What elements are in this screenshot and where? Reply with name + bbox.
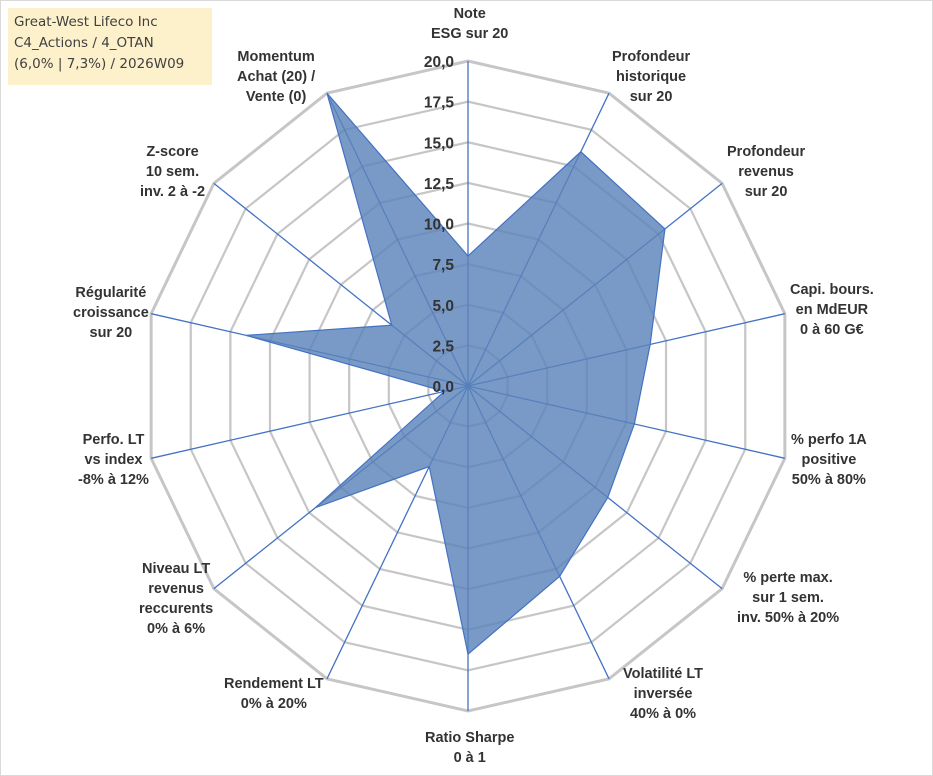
axis-label-9-line-1: revenus bbox=[148, 581, 204, 597]
axis-label-9-line-2: reccurents bbox=[139, 601, 214, 617]
axis-label-12-line-0: Z-score bbox=[146, 144, 199, 160]
axis-label-2-line-1: revenus bbox=[738, 164, 794, 180]
axis-label-13-line-2: Vente (0) bbox=[245, 89, 307, 105]
info-category: C4_Actions / 4_OTAN bbox=[14, 35, 154, 51]
axis-label-3-line-2: 0 à 60 G€ bbox=[800, 322, 864, 338]
axis-label-12-line-1: 10 sem. bbox=[145, 164, 200, 180]
axis-label-5-line-0: % perte max. bbox=[743, 570, 833, 586]
axis-label-6-line-2: 40% à 0% bbox=[629, 706, 697, 722]
axis-label-1: Profondeur historique sur 20 bbox=[612, 47, 690, 107]
axis-label-8-line-0: Rendement LT bbox=[224, 676, 324, 692]
axis-label-8-line-1: 0% à 20% bbox=[240, 696, 307, 712]
axis-label-9: Niveau LT revenus reccurents 0% à 6% bbox=[139, 559, 213, 639]
axis-label-3-line-1: en MdEUR bbox=[795, 302, 869, 318]
axis-label-12: Z-score 10 sem. inv. 2 à -2 bbox=[140, 142, 205, 202]
axis-label-0-line-0: Note bbox=[453, 6, 486, 22]
axis-label-10: Perfo. LT vs index -8% à 12% bbox=[78, 430, 149, 490]
axis-label-7: Ratio Sharpe 0 à 1 bbox=[425, 728, 514, 768]
tick-label-7: 17,5 bbox=[424, 95, 455, 112]
axis-label-6-line-0: Volatilité LT bbox=[623, 666, 704, 682]
axis-label-1-line-2: sur 20 bbox=[629, 89, 673, 105]
axis-label-2: Profondeur revenus sur 20 bbox=[727, 142, 805, 202]
axis-label-9-line-0: Niveau LT bbox=[141, 561, 211, 577]
axis-label-3-line-0: Capi. bours. bbox=[790, 282, 874, 298]
axis-label-9-line-3: 0% à 6% bbox=[147, 621, 206, 637]
tick-label-5: 12,5 bbox=[424, 176, 455, 193]
tick-label-1: 2,5 bbox=[432, 338, 454, 355]
axis-label-7-line-0: Ratio Sharpe bbox=[425, 730, 515, 746]
axis-label-4-line-0: % perfo 1A bbox=[791, 432, 867, 448]
axis-label-11-line-1: croissance bbox=[73, 305, 149, 321]
axis-label-1-line-0: Profondeur bbox=[612, 49, 691, 65]
axis-label-5-line-1: sur 1 sem. bbox=[752, 590, 824, 606]
tick-label-3: 7,5 bbox=[432, 257, 454, 274]
axis-label-10-line-2: -8% à 12% bbox=[78, 472, 149, 488]
info-company: Great-West Lifeco Inc bbox=[14, 14, 158, 30]
axis-label-13: Momentum Achat (20) / Vente (0) bbox=[237, 47, 315, 107]
axis-label-2-line-2: sur 20 bbox=[744, 184, 788, 200]
axis-label-13-line-1: Achat (20) / bbox=[237, 69, 316, 85]
axis-label-6-line-1: inversée bbox=[633, 686, 693, 702]
axis-label-13-line-0: Momentum bbox=[237, 49, 315, 65]
axis-label-8: Rendement LT 0% à 20% bbox=[224, 674, 324, 714]
axis-label-2-line-0: Profondeur bbox=[727, 144, 806, 160]
axis-label-4: % perfo 1A positive 50% à 80% bbox=[791, 430, 867, 490]
axis-label-11-line-2: sur 20 bbox=[89, 325, 133, 341]
axis-label-0: Note ESG sur 20 bbox=[431, 4, 508, 44]
axis-label-1-line-1: historique bbox=[616, 69, 687, 85]
axis-label-12-line-2: inv. 2 à -2 bbox=[140, 184, 206, 200]
tick-label-4: 10,0 bbox=[424, 217, 454, 234]
info-stats: (6,0% | 7,3%) / 2026W09 bbox=[14, 56, 185, 72]
tick-label-6: 15,0 bbox=[424, 135, 454, 152]
axis-label-4-line-1: positive bbox=[801, 452, 857, 468]
radar-tick-labels: 0,0 2,5 5,0 7,5 10,0 12,5 15,0 17,5 20,0 bbox=[424, 54, 455, 396]
tick-label-8: 20,0 bbox=[424, 54, 454, 71]
axis-label-0-line-1: ESG sur 20 bbox=[431, 26, 509, 42]
tick-label-2: 5,0 bbox=[432, 298, 454, 315]
axis-label-3: Capi. bours. en MdEUR 0 à 60 G€ bbox=[790, 280, 874, 340]
tick-label-0: 0,0 bbox=[432, 379, 454, 396]
axis-label-7-line-1: 0 à 1 bbox=[453, 750, 486, 766]
spoke-10 bbox=[151, 385, 469, 459]
axis-label-11: Régularité croissance sur 20 bbox=[73, 283, 149, 343]
axis-label-6: Volatilité LT inversée 40% à 0% bbox=[623, 664, 703, 724]
axis-label-5-line-2: inv. 50% à 20% bbox=[737, 610, 840, 626]
radar-series bbox=[246, 92, 666, 656]
axis-label-5: % perte max. sur 1 sem. inv. 50% à 20% bbox=[737, 568, 839, 628]
axis-label-10-line-1: vs index bbox=[84, 452, 143, 468]
axis-label-11-line-0: Régularité bbox=[75, 285, 147, 301]
axis-label-4-line-2: 50% à 80% bbox=[791, 472, 866, 488]
info-box: Great-West Lifeco Inc C4_Actions / 4_OTA… bbox=[8, 8, 212, 85]
axis-label-10-line-0: Perfo. LT bbox=[82, 432, 145, 448]
